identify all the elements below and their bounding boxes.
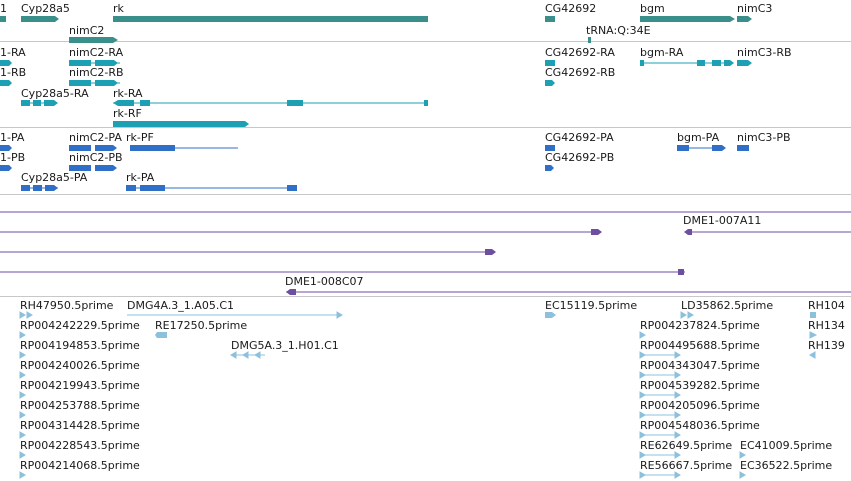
protein-cg42692-pa[interactable] xyxy=(545,145,555,151)
transcript-1-rb[interactable] xyxy=(0,80,12,86)
track-divider xyxy=(0,127,851,128)
protein-label[interactable]: bgm-PA xyxy=(677,131,720,144)
transcript-nimc3-rb[interactable] xyxy=(737,60,752,66)
gene-label[interactable]: 1 xyxy=(0,2,7,15)
est-label[interactable]: RP004240026.5prime xyxy=(20,359,140,372)
protein-label[interactable]: nimC2-PA xyxy=(69,131,122,144)
transcript-label[interactable]: Cyp28a5-RA xyxy=(21,87,89,100)
clone-track xyxy=(0,211,851,295)
transcript-label[interactable]: CG42692-RA xyxy=(545,46,615,59)
clone-label[interactable]: DME1-007A11 xyxy=(683,214,762,227)
est-label[interactable]: EC36522.5prime xyxy=(740,459,833,472)
est-label[interactable]: RH134 xyxy=(808,319,845,332)
protein-label[interactable]: 1-PB xyxy=(0,151,26,164)
gene-label[interactable]: tRNA:Q:34E xyxy=(586,24,651,37)
clone-label[interactable]: DME1-008C07 xyxy=(285,275,364,288)
protein-label[interactable]: rk-PF xyxy=(126,131,154,144)
transcript-label[interactable]: 1-RA xyxy=(0,46,26,59)
transcript-label[interactable]: rk-RA xyxy=(113,87,143,100)
est-label[interactable]: RP004242229.5prime xyxy=(20,319,140,332)
est-label[interactable]: EC15119.5prime xyxy=(545,299,638,312)
protein-label[interactable]: nimC3-PB xyxy=(737,131,791,144)
transcript-bgm-ra[interactable] xyxy=(724,60,734,66)
gene-trna[interactable] xyxy=(588,37,591,43)
track-divider xyxy=(0,41,851,42)
est-label[interactable]: DMG5A.3_1.H01.C1 xyxy=(231,339,339,352)
est-label[interactable]: EC41009.5prime xyxy=(740,439,833,452)
gene-label[interactable]: nimC3 xyxy=(737,2,773,15)
protein-label[interactable]: nimC2-PB xyxy=(69,151,123,164)
est-label[interactable]: RE62649.5prime xyxy=(640,439,733,452)
gene-nimc3[interactable] xyxy=(737,16,752,22)
est-label[interactable]: RE17250.5prime xyxy=(155,319,248,332)
protein-nimc2-pa[interactable] xyxy=(95,145,117,151)
est-label[interactable]: RP004237824.5prime xyxy=(640,319,760,332)
transcript-label[interactable]: bgm-RA xyxy=(640,46,684,59)
protein-nimc3-pb[interactable] xyxy=(737,145,749,151)
est-label[interactable]: DMG4A.3_1.A05.C1 xyxy=(127,299,235,312)
gene-cyp28a5[interactable] xyxy=(21,16,59,22)
transcript-cyp28a5-ra[interactable] xyxy=(44,100,58,106)
protein-label[interactable]: CG42692-PB xyxy=(545,151,615,164)
protein-cg42692-pb[interactable] xyxy=(545,165,554,171)
gene-feature[interactable] xyxy=(0,16,6,22)
transcript-label[interactable]: rk-RF xyxy=(113,107,142,120)
est-label[interactable]: RE56667.5prime xyxy=(640,459,733,472)
gene-bgm[interactable] xyxy=(640,16,735,22)
transcript-nimc2-ra[interactable] xyxy=(95,60,118,66)
transcript-nimc2-rb[interactable] xyxy=(95,80,118,86)
gene-label[interactable]: Cyp28a5 xyxy=(21,2,70,15)
est-label[interactable]: RP004314428.5prime xyxy=(20,419,140,432)
est-label[interactable]: RP004548036.5prime xyxy=(640,419,760,432)
est-label[interactable]: RH139 xyxy=(808,339,845,352)
protein-label[interactable]: 1-PA xyxy=(0,131,25,144)
est-label[interactable]: RP004253788.5prime xyxy=(20,399,140,412)
gene-nimc2[interactable] xyxy=(69,37,118,43)
est-label[interactable]: LD35862.5prime xyxy=(681,299,774,312)
gene-label[interactable]: bgm xyxy=(640,2,665,15)
gene-label[interactable]: rk xyxy=(113,2,124,15)
protein-nimc2-pb[interactable] xyxy=(95,165,117,171)
est-track xyxy=(19,311,818,479)
gene-label[interactable]: nimC2 xyxy=(69,24,105,37)
protein-1-pb[interactable] xyxy=(0,165,12,171)
est-label[interactable]: RP004219943.5prime xyxy=(20,379,140,392)
transcript-label[interactable]: nimC3-RB xyxy=(737,46,792,59)
protein-label[interactable]: CG42692-PA xyxy=(545,131,614,144)
protein-cyp28a5-pa[interactable] xyxy=(45,185,58,191)
transcript-label[interactable]: nimC2-RA xyxy=(69,46,124,59)
est-label[interactable]: RP004214068.5prime xyxy=(20,459,140,472)
track-divider xyxy=(0,194,851,195)
transcript-label[interactable]: CG42692-RB xyxy=(545,66,616,79)
est-label[interactable]: RP004343047.5prime xyxy=(640,359,760,372)
transcript-cg42692-rb[interactable] xyxy=(545,80,555,86)
transcript-label[interactable]: nimC2-RB xyxy=(69,66,124,79)
protein-1-pa[interactable] xyxy=(0,145,12,151)
est-label[interactable]: RP004194853.5prime xyxy=(20,339,140,352)
est-label[interactable]: RP004495688.5prime xyxy=(640,339,760,352)
est-re17250[interactable] xyxy=(155,332,167,338)
protein-track xyxy=(0,145,749,191)
gene-rk[interactable] xyxy=(113,16,428,22)
transcript-1-ra[interactable] xyxy=(0,60,12,66)
est-label[interactable]: RP004228543.5prime xyxy=(20,439,140,452)
est-ec15119[interactable] xyxy=(545,312,556,318)
protein-label[interactable]: Cyp28a5-PA xyxy=(21,171,88,184)
transcript-track xyxy=(0,60,752,127)
protein-label[interactable]: rk-PA xyxy=(126,171,155,184)
est-label[interactable]: RH47950.5prime xyxy=(20,299,114,312)
transcript-label[interactable]: 1-RB xyxy=(0,66,27,79)
protein-bgm-pa[interactable] xyxy=(712,145,726,151)
gene-track xyxy=(0,16,752,43)
gene-label[interactable]: CG42692 xyxy=(545,2,597,15)
est-label[interactable]: RP004539282.5prime xyxy=(640,379,760,392)
transcript-cg42692-ra[interactable] xyxy=(545,60,555,66)
est-label[interactable]: RP004205096.5prime xyxy=(640,399,760,412)
track-divider xyxy=(0,296,851,297)
transcript-rk-rf[interactable] xyxy=(113,121,163,127)
est-label[interactable]: RH104 xyxy=(808,299,845,312)
gene-cg42692[interactable] xyxy=(545,16,555,22)
